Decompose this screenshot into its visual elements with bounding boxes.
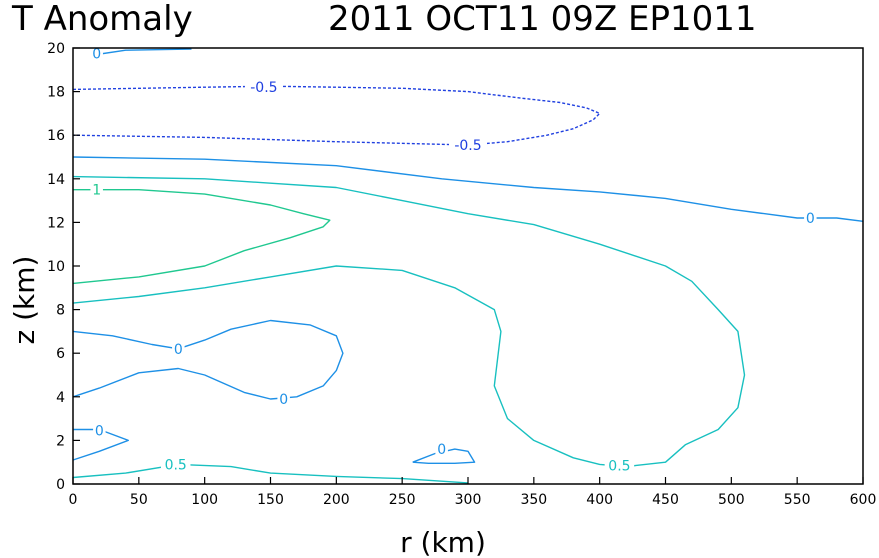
- y-tick-label: 0: [56, 477, 65, 493]
- y-axis-ticks: 0 2 4 6 8 10 12 14 16 18 20: [47, 41, 80, 493]
- contour-label-bg: [172, 340, 185, 357]
- x-tick-label: 450: [652, 492, 679, 508]
- y-axis-label: z (km): [8, 256, 41, 345]
- x-tick-label: 600: [850, 492, 877, 508]
- contour-label-bg: [435, 441, 448, 458]
- contour-layer: [72, 48, 864, 484]
- x-tick-label: 500: [718, 492, 745, 508]
- contour-label-bg: [160, 456, 191, 473]
- contour-label-zero-mid-0: 0: [174, 342, 183, 358]
- y-tick-label: 10: [47, 259, 65, 275]
- y-tick-label: 12: [47, 215, 65, 231]
- contour-label-zero-small-0: 0: [437, 442, 446, 458]
- x-tick-label: 100: [191, 492, 218, 508]
- contour-label-half-big-0: 0.5: [608, 458, 630, 474]
- x-tick-label: 400: [586, 492, 613, 508]
- contour-line-zero-top-left: [96, 48, 192, 56]
- contour-label-half-bottom-0: 0.5: [165, 457, 187, 473]
- x-axis-ticks: 0 50 100 150 200 250 300 350 400 450 500 550 600: [69, 477, 877, 508]
- y-tick-label: 4: [56, 390, 65, 406]
- contour-label-zero-upper-0: 0: [806, 211, 815, 227]
- contour-line-zero-upper: [72, 156, 864, 222]
- x-tick-label: 200: [323, 492, 350, 508]
- x-tick-label: 300: [455, 492, 482, 508]
- plot-frame: [72, 47, 864, 485]
- contour-line-zero-mid: [72, 319, 344, 400]
- y-tick-label: 2: [56, 433, 65, 449]
- contour-label-layer: -0.5 -0.5 0 0 0.5 1 0 0 0 0 0.5: [90, 45, 817, 474]
- contour-line-neg-0.5: [72, 85, 601, 146]
- contour-label-zero-low-left-0: 0: [95, 424, 104, 440]
- x-tick-label: 550: [784, 492, 811, 508]
- x-axis-label: r (km): [400, 526, 486, 558]
- contour-label-neg-0.5-1: -0.5: [454, 138, 481, 154]
- y-tick-label: 16: [47, 128, 65, 144]
- x-tick-label: 350: [520, 492, 547, 508]
- contour-label-bg: [604, 457, 635, 474]
- contour-line-zero-low-left: [72, 428, 129, 461]
- contour-label-bg: [90, 45, 103, 62]
- contour-label-bg: [244, 79, 283, 96]
- y-tick-label: 6: [56, 346, 65, 362]
- contour-label-bg: [277, 390, 290, 407]
- chart-title-right: 2011 OCT11 09Z EP1011: [328, 0, 757, 39]
- contour-label-bg: [93, 422, 106, 439]
- contour-label-bg: [804, 210, 817, 227]
- x-tick-label: 0: [69, 492, 78, 508]
- contour-line-half-bottom: [72, 463, 469, 484]
- chart-title-left: T Anomaly: [11, 0, 193, 39]
- x-tick-label: 150: [257, 492, 284, 508]
- x-tick-label: 250: [389, 492, 416, 508]
- contour-label-zero-top-left-0: 0: [92, 46, 101, 62]
- contour-label-one-0: 1: [92, 183, 101, 199]
- contour-label-bg: [90, 181, 103, 198]
- contour-label-neg-0.5-0: -0.5: [250, 80, 277, 96]
- contour-label-bg: [449, 137, 487, 154]
- y-tick-label: 14: [47, 172, 65, 188]
- contour-line-half-big: [72, 175, 746, 468]
- y-tick-label: 18: [47, 85, 65, 101]
- contour-line-one: [72, 189, 331, 285]
- contour-label-zero-mid-1: 0: [279, 392, 288, 408]
- y-tick-label: 20: [47, 41, 65, 57]
- x-tick-label: 50: [130, 492, 148, 508]
- y-tick-label: 8: [56, 303, 65, 319]
